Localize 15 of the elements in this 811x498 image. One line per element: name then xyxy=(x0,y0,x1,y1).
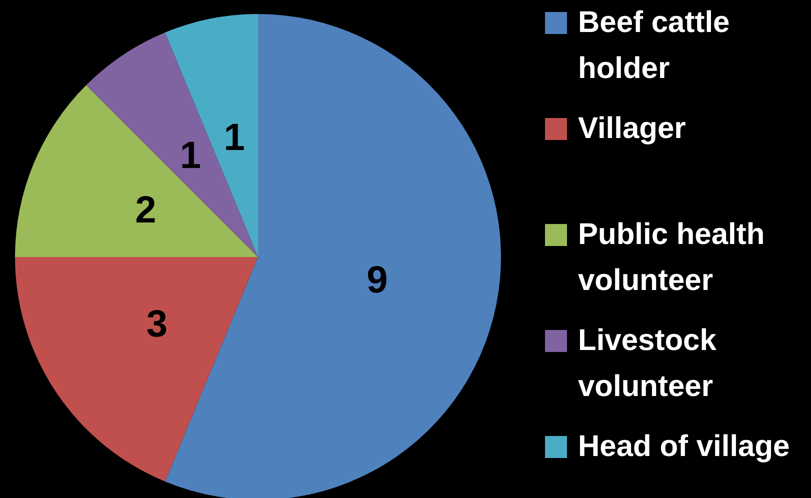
legend-label: Livestock volunteer xyxy=(578,324,717,402)
data-label: 1 xyxy=(224,116,245,159)
data-label: 2 xyxy=(135,190,156,232)
data-label: 1 xyxy=(180,134,202,177)
pie-slice xyxy=(15,257,258,482)
legend-label: Beef cattle holder xyxy=(578,6,730,84)
data-label: 3 xyxy=(146,304,168,346)
legend-label: Villager xyxy=(578,112,686,144)
data-label: 9 xyxy=(366,260,388,302)
pie-slice xyxy=(165,14,258,257)
pie-slice xyxy=(15,85,258,257)
pie-slice xyxy=(86,32,258,257)
legend-label: Head of village xyxy=(578,430,790,462)
legend-label: Public health volunteer xyxy=(578,218,765,296)
pie-slice xyxy=(165,14,501,498)
